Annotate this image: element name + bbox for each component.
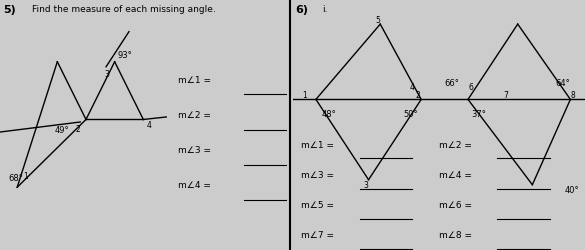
Text: i.: i.: [322, 5, 327, 14]
Text: 5: 5: [375, 16, 380, 24]
Text: m∠4 =: m∠4 =: [439, 170, 472, 179]
Text: 4: 4: [410, 83, 415, 92]
Text: m∠3 =: m∠3 =: [301, 170, 334, 179]
Text: m∠2 =: m∠2 =: [178, 110, 211, 120]
Text: 1: 1: [302, 90, 307, 100]
Text: 1: 1: [23, 171, 27, 180]
Text: m∠2 =: m∠2 =: [439, 140, 472, 149]
Text: 8: 8: [571, 90, 576, 100]
Text: 5): 5): [3, 5, 16, 15]
Text: Find the measure of each missing angle.: Find the measure of each missing angle.: [32, 5, 215, 14]
Text: 3: 3: [363, 180, 368, 190]
Text: m∠7 =: m∠7 =: [301, 230, 334, 239]
Text: m∠8 =: m∠8 =: [439, 230, 472, 239]
Text: 40°: 40°: [565, 185, 579, 194]
Text: m∠1 =: m∠1 =: [301, 140, 334, 149]
Text: m∠5 =: m∠5 =: [301, 200, 334, 209]
Text: m∠1 =: m∠1 =: [178, 76, 211, 84]
Text: 2: 2: [75, 125, 80, 134]
Text: 93°: 93°: [118, 51, 132, 60]
Text: 4: 4: [146, 120, 151, 130]
Text: 50°: 50°: [404, 110, 418, 119]
Text: m∠4 =: m∠4 =: [178, 180, 211, 190]
Text: 7: 7: [504, 90, 508, 100]
Text: 3: 3: [104, 70, 109, 79]
Text: 68°: 68°: [9, 174, 23, 182]
Text: 6): 6): [295, 5, 308, 15]
Text: m∠6 =: m∠6 =: [439, 200, 472, 209]
Text: 2: 2: [416, 90, 421, 100]
Text: 64°: 64°: [556, 78, 570, 88]
Text: 6: 6: [469, 83, 473, 92]
Text: m∠3 =: m∠3 =: [178, 146, 211, 154]
Text: 48°: 48°: [322, 110, 336, 119]
Text: 37°: 37°: [471, 110, 486, 119]
Text: 66°: 66°: [445, 78, 459, 88]
Text: 49°: 49°: [54, 126, 69, 134]
